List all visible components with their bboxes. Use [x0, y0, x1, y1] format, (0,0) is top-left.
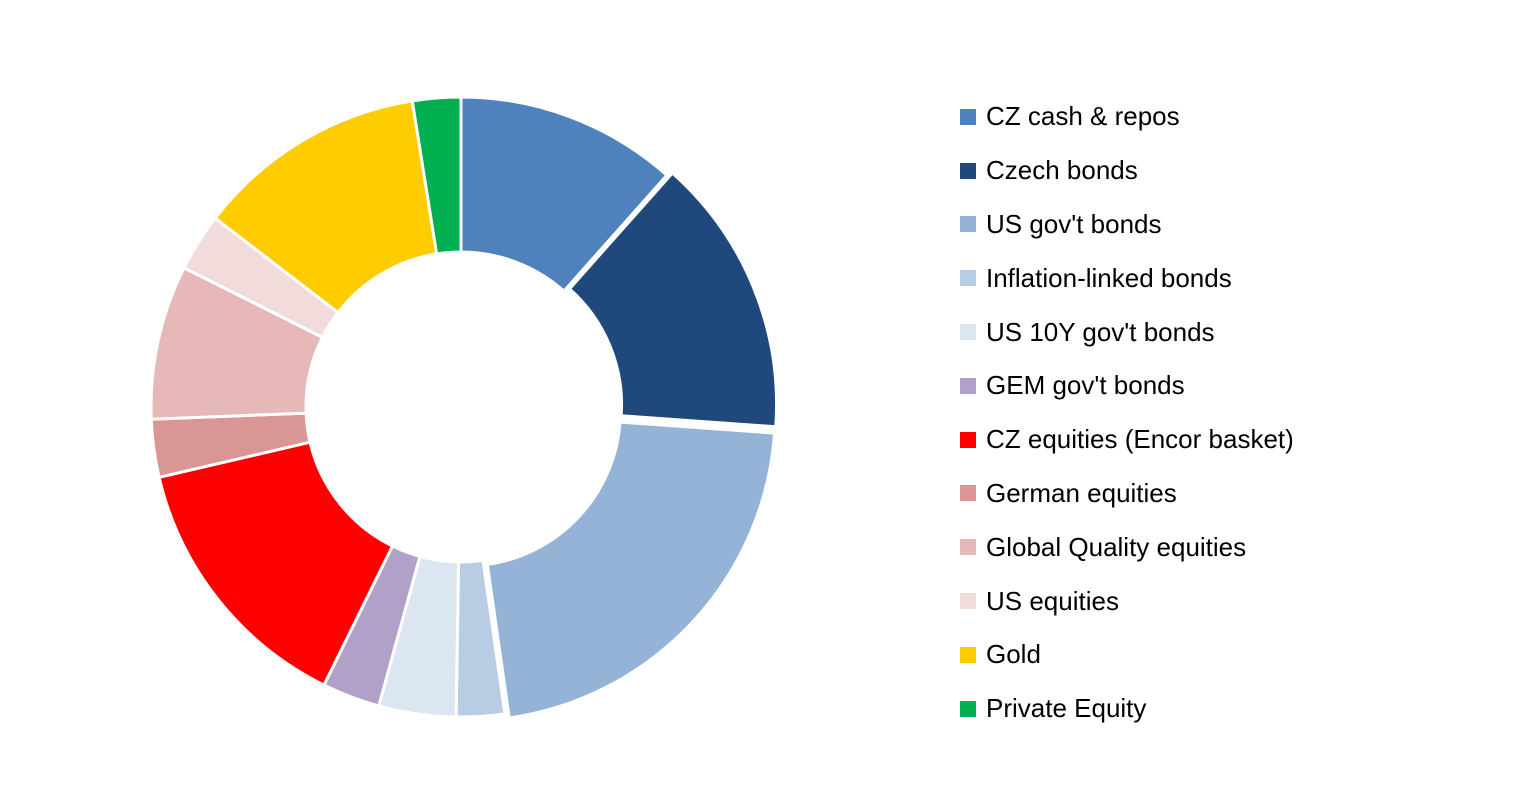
legend-label: Global Quality equities — [986, 531, 1247, 562]
legend-label: Gold — [986, 639, 1041, 670]
legend-item: Gold — [960, 628, 1294, 682]
legend-label: US equities — [986, 585, 1119, 616]
legend-item: CZ equities (Encor basket) — [960, 413, 1294, 467]
legend-item: German equities — [960, 467, 1294, 521]
legend-item: CZ cash & repos — [960, 90, 1294, 144]
legend-swatch — [960, 539, 976, 556]
legend-swatch — [960, 216, 976, 233]
legend-swatch — [960, 108, 976, 125]
legend-label: GEM gov't bonds — [986, 370, 1185, 401]
legend-swatch — [960, 377, 976, 394]
legend-label: Private Equity — [986, 693, 1147, 724]
chart-legend: CZ cash & repos Czech bonds US gov't bonds… — [960, 90, 1294, 736]
legend-label: CZ equities (Encor basket) — [986, 424, 1294, 455]
legend-item: US 10Y gov't bonds — [960, 305, 1294, 359]
legend-item: GEM gov't bonds — [960, 359, 1294, 413]
legend-label: Czech bonds — [986, 155, 1138, 186]
legend-item: Czech bonds — [960, 144, 1294, 198]
slice-cz-equities-encor-basket — [157, 440, 395, 688]
legend-label: US gov't bonds — [986, 208, 1162, 239]
legend-item: Inflation-linked bonds — [960, 251, 1294, 305]
legend-swatch — [960, 270, 976, 287]
legend-swatch — [960, 324, 976, 341]
slice-gold — [213, 99, 439, 315]
legend-swatch — [960, 162, 976, 179]
legend-label: Inflation-linked bonds — [986, 262, 1232, 293]
legend-label: US 10Y gov't bonds — [986, 316, 1215, 347]
slice-cz-cash-repos — [459, 95, 669, 294]
legend-swatch — [960, 431, 976, 448]
donut-slices — [149, 95, 778, 720]
legend-swatch — [960, 700, 976, 717]
slice-private-equity — [410, 95, 463, 256]
legend-item: US gov't bonds — [960, 198, 1294, 252]
slice-us-gov-t-bonds — [485, 420, 777, 720]
legend-swatch — [960, 593, 976, 610]
legend-swatch — [960, 485, 976, 502]
legend-label: CZ cash & repos — [986, 101, 1180, 132]
legend-item: Private Equity — [960, 682, 1294, 736]
legend-item: US equities — [960, 574, 1294, 628]
legend-item: Global Quality equities — [960, 520, 1294, 574]
slice-czech-bonds — [567, 170, 778, 429]
legend-swatch — [960, 646, 976, 663]
legend-label: German equities — [986, 477, 1177, 508]
